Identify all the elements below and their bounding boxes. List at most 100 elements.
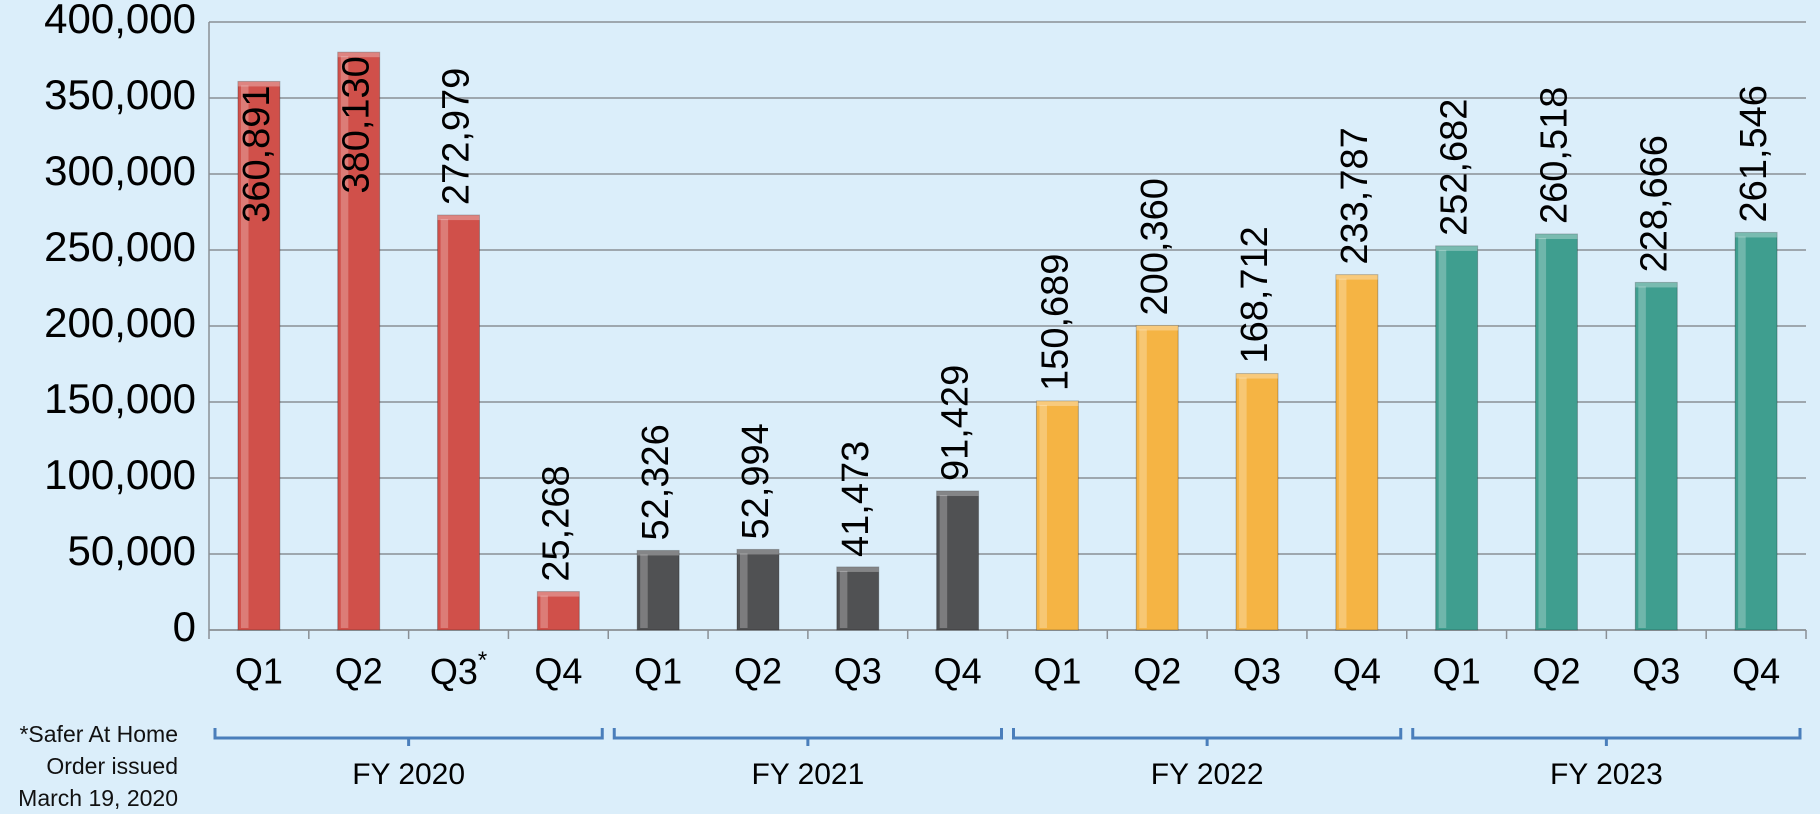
chart: 0 50,000 100,000 150,000 200,000 250,000 300,0… (44, 0, 1807, 791)
x-tick-label: Q4 (1732, 651, 1780, 692)
bar-highlight (1338, 278, 1347, 628)
x-tick-label: Q1 (1433, 651, 1481, 692)
bar-highlight (640, 554, 648, 628)
bar-highlight (540, 595, 548, 628)
x-tick-label: Q3 (1233, 651, 1281, 692)
bar-cap (1735, 232, 1778, 238)
bar-highlight (839, 570, 848, 628)
bar-highlight (340, 56, 349, 629)
bar (636, 549, 680, 631)
y-tick-label: 350,000 (44, 71, 196, 118)
bar-cap (637, 550, 680, 556)
bar (1435, 245, 1479, 631)
bar-highlight (939, 495, 948, 628)
value-label: 168,712 (1234, 226, 1276, 363)
y-tick-label: 50,000 (68, 527, 196, 574)
x-tick-label: Q2 (1532, 651, 1580, 692)
group-label: FY 2021 (751, 758, 864, 791)
bar (736, 548, 780, 631)
group-bracket (612, 728, 1003, 746)
bar (1035, 400, 1079, 631)
x-tick-label: Q4 (934, 651, 982, 692)
value-label: 41,473 (835, 441, 877, 557)
bar-highlight (1538, 238, 1547, 628)
bar-cap (437, 215, 480, 221)
x-tick-label: Q4 (534, 651, 582, 692)
footnote-line: March 19, 2020 (18, 785, 178, 811)
y-tick-label: 300,000 (44, 147, 196, 194)
bar-highlight (1738, 236, 1746, 628)
value-label: 260,518 (1534, 87, 1576, 224)
group-bracket (213, 728, 604, 746)
bar (1235, 373, 1279, 631)
bar-cap (1635, 282, 1678, 288)
footnote-line: *Safer At Home (19, 721, 178, 747)
x-tick-label: Q1 (1033, 651, 1081, 692)
bar-cap (337, 52, 380, 58)
x-tick-label: Q4 (1333, 651, 1381, 692)
value-label: 52,326 (635, 424, 677, 540)
bar-highlight (440, 219, 449, 629)
y-tick-label: 200,000 (44, 299, 196, 346)
bar-cap (836, 566, 879, 572)
group-label: FY 2022 (1151, 758, 1264, 791)
footnote-line: Order issued (46, 753, 178, 779)
group-bracket (1411, 728, 1802, 746)
bar (1335, 274, 1379, 631)
bar (1634, 281, 1678, 631)
value-label: 380,130 (336, 56, 378, 193)
x-tick-label: Q1 (235, 651, 283, 692)
y-tick-label: 400,000 (44, 0, 196, 42)
bar-highlight (1438, 249, 1447, 629)
group-label: FY 2020 (352, 758, 465, 791)
bar-cap (1335, 274, 1378, 280)
bar-cap (1535, 234, 1578, 240)
value-label: 261,546 (1733, 85, 1775, 222)
x-tick-label: Q3* (430, 647, 487, 691)
value-label: 233,787 (1334, 127, 1376, 264)
bar-cap (737, 549, 779, 555)
y-tick-label: 100,000 (44, 451, 196, 498)
value-label: 200,360 (1134, 178, 1176, 315)
value-label: 150,689 (1034, 254, 1076, 391)
bar-cap (1036, 400, 1079, 406)
x-tick-label: Q3 (834, 651, 882, 692)
bar (1535, 233, 1578, 631)
value-label: 25,268 (535, 465, 577, 581)
bar-highlight (1139, 329, 1147, 628)
bar-highlight (740, 553, 748, 628)
group-label: FY 2023 (1550, 758, 1663, 791)
bar-cap (1236, 373, 1278, 379)
bar-cap (237, 81, 280, 87)
bar-cap (1136, 325, 1179, 331)
value-label: 272,979 (436, 68, 478, 205)
bar-highlight (1638, 286, 1646, 628)
x-tick-label: Q2 (1133, 651, 1181, 692)
bar-cap (1435, 245, 1478, 251)
bar (1135, 324, 1179, 631)
value-label: 252,682 (1434, 99, 1476, 236)
value-label: 228,666 (1633, 135, 1675, 272)
x-tick-label: Q1 (634, 651, 682, 692)
value-label: 52,994 (735, 423, 777, 539)
bar-highlight (240, 85, 249, 628)
y-tick-label: 0 (173, 603, 196, 650)
bar-cap (936, 491, 979, 497)
y-tick-label: 150,000 (44, 375, 196, 422)
bar (1734, 231, 1778, 631)
bar (936, 490, 980, 631)
bar (337, 51, 381, 631)
bar (536, 591, 580, 631)
bar-highlight (1039, 404, 1047, 628)
group-bracket (1012, 728, 1403, 746)
x-tick-label: Q2 (734, 651, 782, 692)
y-tick-label: 250,000 (44, 223, 196, 270)
bar-highlight (1239, 377, 1247, 628)
value-label: 91,429 (935, 365, 977, 481)
page: 0 50,000 100,000 150,000 200,000 250,000 300,0… (18, 0, 1807, 811)
x-tick-label: Q2 (335, 651, 383, 692)
bar-cap (537, 591, 580, 597)
bar (437, 214, 480, 631)
bar (237, 80, 281, 631)
value-label: 360,891 (236, 85, 278, 222)
